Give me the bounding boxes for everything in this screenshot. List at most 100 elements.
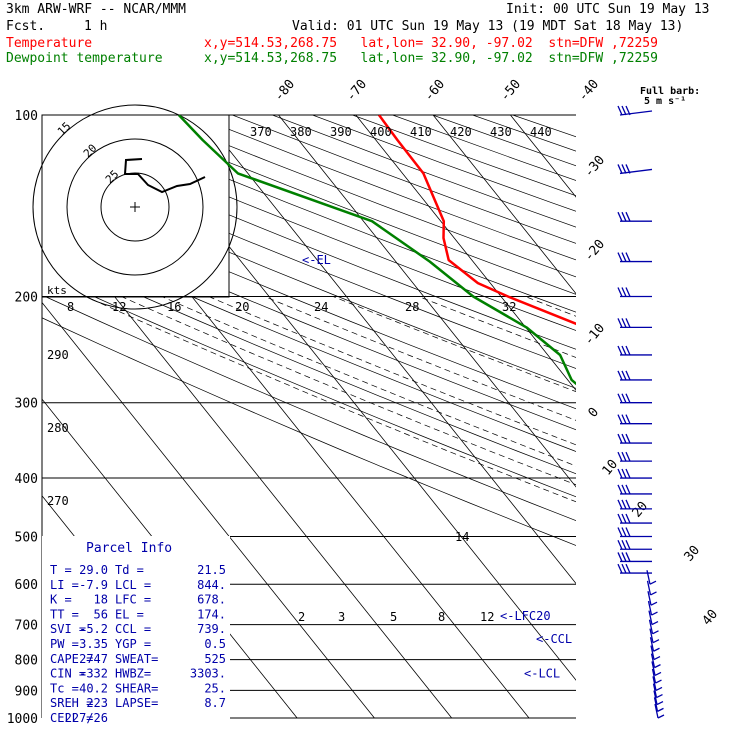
- wind-barb-flag: [621, 211, 627, 222]
- wind-barb-flag: [617, 287, 623, 297]
- isotherm-line: [588, 115, 740, 718]
- left-theta-label: 290: [47, 348, 69, 362]
- moist-adiabat: [333, 296, 576, 393]
- parcel-info-cell: 25.: [204, 681, 226, 695]
- isotherm-line: [432, 115, 576, 295]
- parcel-info-cell: 3303.: [190, 667, 226, 681]
- wind-barb-flag: [617, 164, 623, 174]
- isotherm-line: [665, 115, 740, 718]
- moist-adiabat: [418, 296, 576, 358]
- dry-adiabat: [42, 172, 576, 389]
- isotherm-label: 10: [600, 457, 622, 479]
- pressure-label: 300: [15, 397, 38, 412]
- parcel-info-cell: 844.: [197, 578, 226, 592]
- legend-temperature-name: Temperature: [6, 36, 93, 51]
- isotherm-line: [278, 115, 576, 488]
- wind-barb-flag: [654, 664, 661, 669]
- wind-barb-flag: [617, 527, 623, 537]
- wind-barb-flag: [625, 318, 631, 328]
- wind-barb-flag: [621, 318, 627, 328]
- dry-adiabat: [42, 272, 576, 498]
- pressure-label: 1000: [7, 712, 38, 727]
- left-theta-label: 270: [47, 494, 69, 508]
- wind-barb: [651, 661, 656, 676]
- dry-adiabat: [432, 115, 576, 167]
- wind-barb: [651, 668, 657, 684]
- theta-label: 410: [410, 125, 432, 139]
- wind-barb-flag: [617, 370, 623, 381]
- wind-barbs: [617, 105, 665, 719]
- model-title: 3km ARW-WRF -- NCAR/MMM: [6, 2, 187, 17]
- barb-legend-units: 5 m s⁻¹: [644, 96, 686, 107]
- dry-adiabat: [42, 210, 576, 431]
- wind-barb-flag: [617, 513, 623, 524]
- wind-barb-flag: [621, 563, 627, 574]
- wind-barb-flag: [625, 433, 631, 444]
- wind-barb: [647, 591, 652, 606]
- moist-adiabat: [649, 297, 740, 719]
- parcel-info-cell: LI =: [50, 578, 79, 592]
- dry-adiabat: [42, 153, 576, 369]
- wind-barb-flag: [625, 499, 631, 510]
- dry-adiabat: [312, 115, 576, 212]
- wind-barb-flag: [625, 552, 631, 562]
- isotherm-label: -30: [582, 153, 609, 181]
- wind-barb-flag: [621, 433, 627, 444]
- isotherm-label: -70: [344, 77, 371, 105]
- wind-barb-flag: [621, 345, 627, 356]
- speed-tick-label: 20: [235, 300, 249, 314]
- wind-barb: [646, 570, 651, 585]
- wind-barb-flag: [625, 451, 631, 462]
- isotherm-line: [355, 115, 576, 391]
- wind-barb: [653, 697, 659, 712]
- parcel-info-cell: EL =: [115, 607, 144, 621]
- isotherm-label: -60: [422, 77, 449, 105]
- parcel-info-title: Parcel Info: [86, 541, 172, 556]
- pressure-label: 800: [15, 654, 38, 669]
- wind-barb-flag: [621, 105, 627, 116]
- theta-label: 420: [450, 125, 472, 139]
- isotherm-line: [200, 115, 576, 585]
- wind-barb-flag: [653, 647, 660, 652]
- hodograph-ring: [66, 138, 204, 276]
- legend-dewpoint-info: x,y=514.53,268.75 lat,lon= 32.90, -97.02…: [204, 51, 658, 66]
- dry-adiabat: [192, 115, 576, 261]
- pressure-label: 700: [15, 619, 38, 634]
- wind-barb: [649, 637, 655, 652]
- dry-adiabat: [42, 191, 576, 410]
- mixing-ratio-label: 3: [338, 610, 345, 624]
- wind-barb: [653, 690, 658, 705]
- wind-barb: [646, 580, 652, 596]
- parcel-info-cell: 678.: [197, 593, 226, 607]
- parcel-info-cell: LCL =: [115, 578, 151, 592]
- wind-barb-flag: [621, 484, 627, 495]
- dry-adiabat: [42, 294, 576, 522]
- parcel-info-cell: 174.: [197, 607, 226, 621]
- wind-barb-flag: [617, 252, 623, 262]
- parcel-info-cell: SREH =: [50, 696, 93, 710]
- theta-label: 440: [530, 125, 552, 139]
- wind-barb-flag: [655, 686, 663, 691]
- speed-tick-label: 24: [314, 300, 328, 314]
- level-marker: <-LCL: [524, 667, 560, 681]
- wind-barb-flag: [625, 252, 631, 262]
- parcel-info-cell: 29.0: [79, 563, 108, 577]
- wind-barb-flag: [625, 414, 631, 424]
- parcel-info-cell: 18: [94, 593, 108, 607]
- parcel-info-cell: Tc =: [50, 681, 79, 695]
- wind-barb: [652, 676, 657, 691]
- wind-barb: [650, 645, 655, 660]
- mixing-ratio-label: 5: [390, 610, 397, 624]
- parcel-info-cell: Td =: [115, 563, 144, 577]
- parcel-info-cell: 2747: [79, 652, 108, 666]
- hodograph-ring: [32, 104, 238, 310]
- isotherm-label: -40: [576, 77, 603, 105]
- dry-adiabat: [152, 115, 576, 278]
- isotherm-label: -10: [582, 321, 609, 349]
- wind-barb-flag: [656, 694, 663, 699]
- wind-barb-flag: [621, 539, 627, 550]
- init-time: Init: 00 UTC Sun 19 May 13: [506, 2, 710, 17]
- wind-barb-flag: [625, 164, 631, 174]
- wind-barb-flag: [650, 601, 658, 606]
